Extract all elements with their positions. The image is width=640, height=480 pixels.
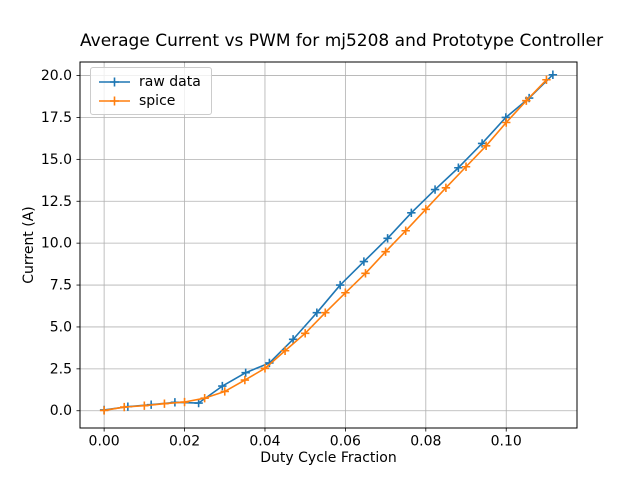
- legend-item-raw-data: raw data: [99, 72, 201, 91]
- spice-markers: [99, 75, 551, 415]
- raw-data-line-icon: [99, 77, 130, 86]
- y-tick-label: 17.5: [41, 110, 72, 126]
- raw-data-line: [104, 74, 554, 411]
- y-tick-label: 0.0: [50, 403, 72, 419]
- x-tick-label: 0.02: [169, 434, 200, 450]
- x-tick-label: 0.10: [491, 434, 522, 450]
- y-tick-label: 10.0: [41, 236, 72, 252]
- spice-line-icon: [99, 96, 130, 105]
- x-tick-label: 0.04: [249, 434, 280, 450]
- y-tick-label: 2.5: [50, 361, 72, 377]
- raw-data-markers: [99, 70, 558, 415]
- legend-label-spice: spice: [139, 92, 176, 109]
- axes-frame: [79, 61, 578, 429]
- x-tick-label: 0.08: [410, 434, 441, 450]
- y-tick-label: 7.5: [50, 278, 72, 294]
- legend-item-spice: spice: [99, 91, 201, 110]
- y-axis-label: Current (A): [21, 206, 37, 284]
- x-tick-label: 0.00: [89, 434, 120, 450]
- y-tick-label: 20.0: [41, 68, 72, 84]
- legend-label-raw-data: raw data: [139, 73, 201, 90]
- y-tick-label: 15.0: [41, 152, 72, 168]
- y-tick-label: 5.0: [50, 319, 72, 335]
- x-tick-label: 0.06: [330, 434, 361, 450]
- y-tick-label: 12.5: [41, 194, 72, 210]
- spice-line: [103, 79, 548, 412]
- chart-title: Average Current vs PWM for mj5208 and Pr…: [80, 31, 604, 51]
- legend: raw data spice: [90, 67, 212, 115]
- x-axis-label: Duty Cycle Fraction: [260, 450, 397, 466]
